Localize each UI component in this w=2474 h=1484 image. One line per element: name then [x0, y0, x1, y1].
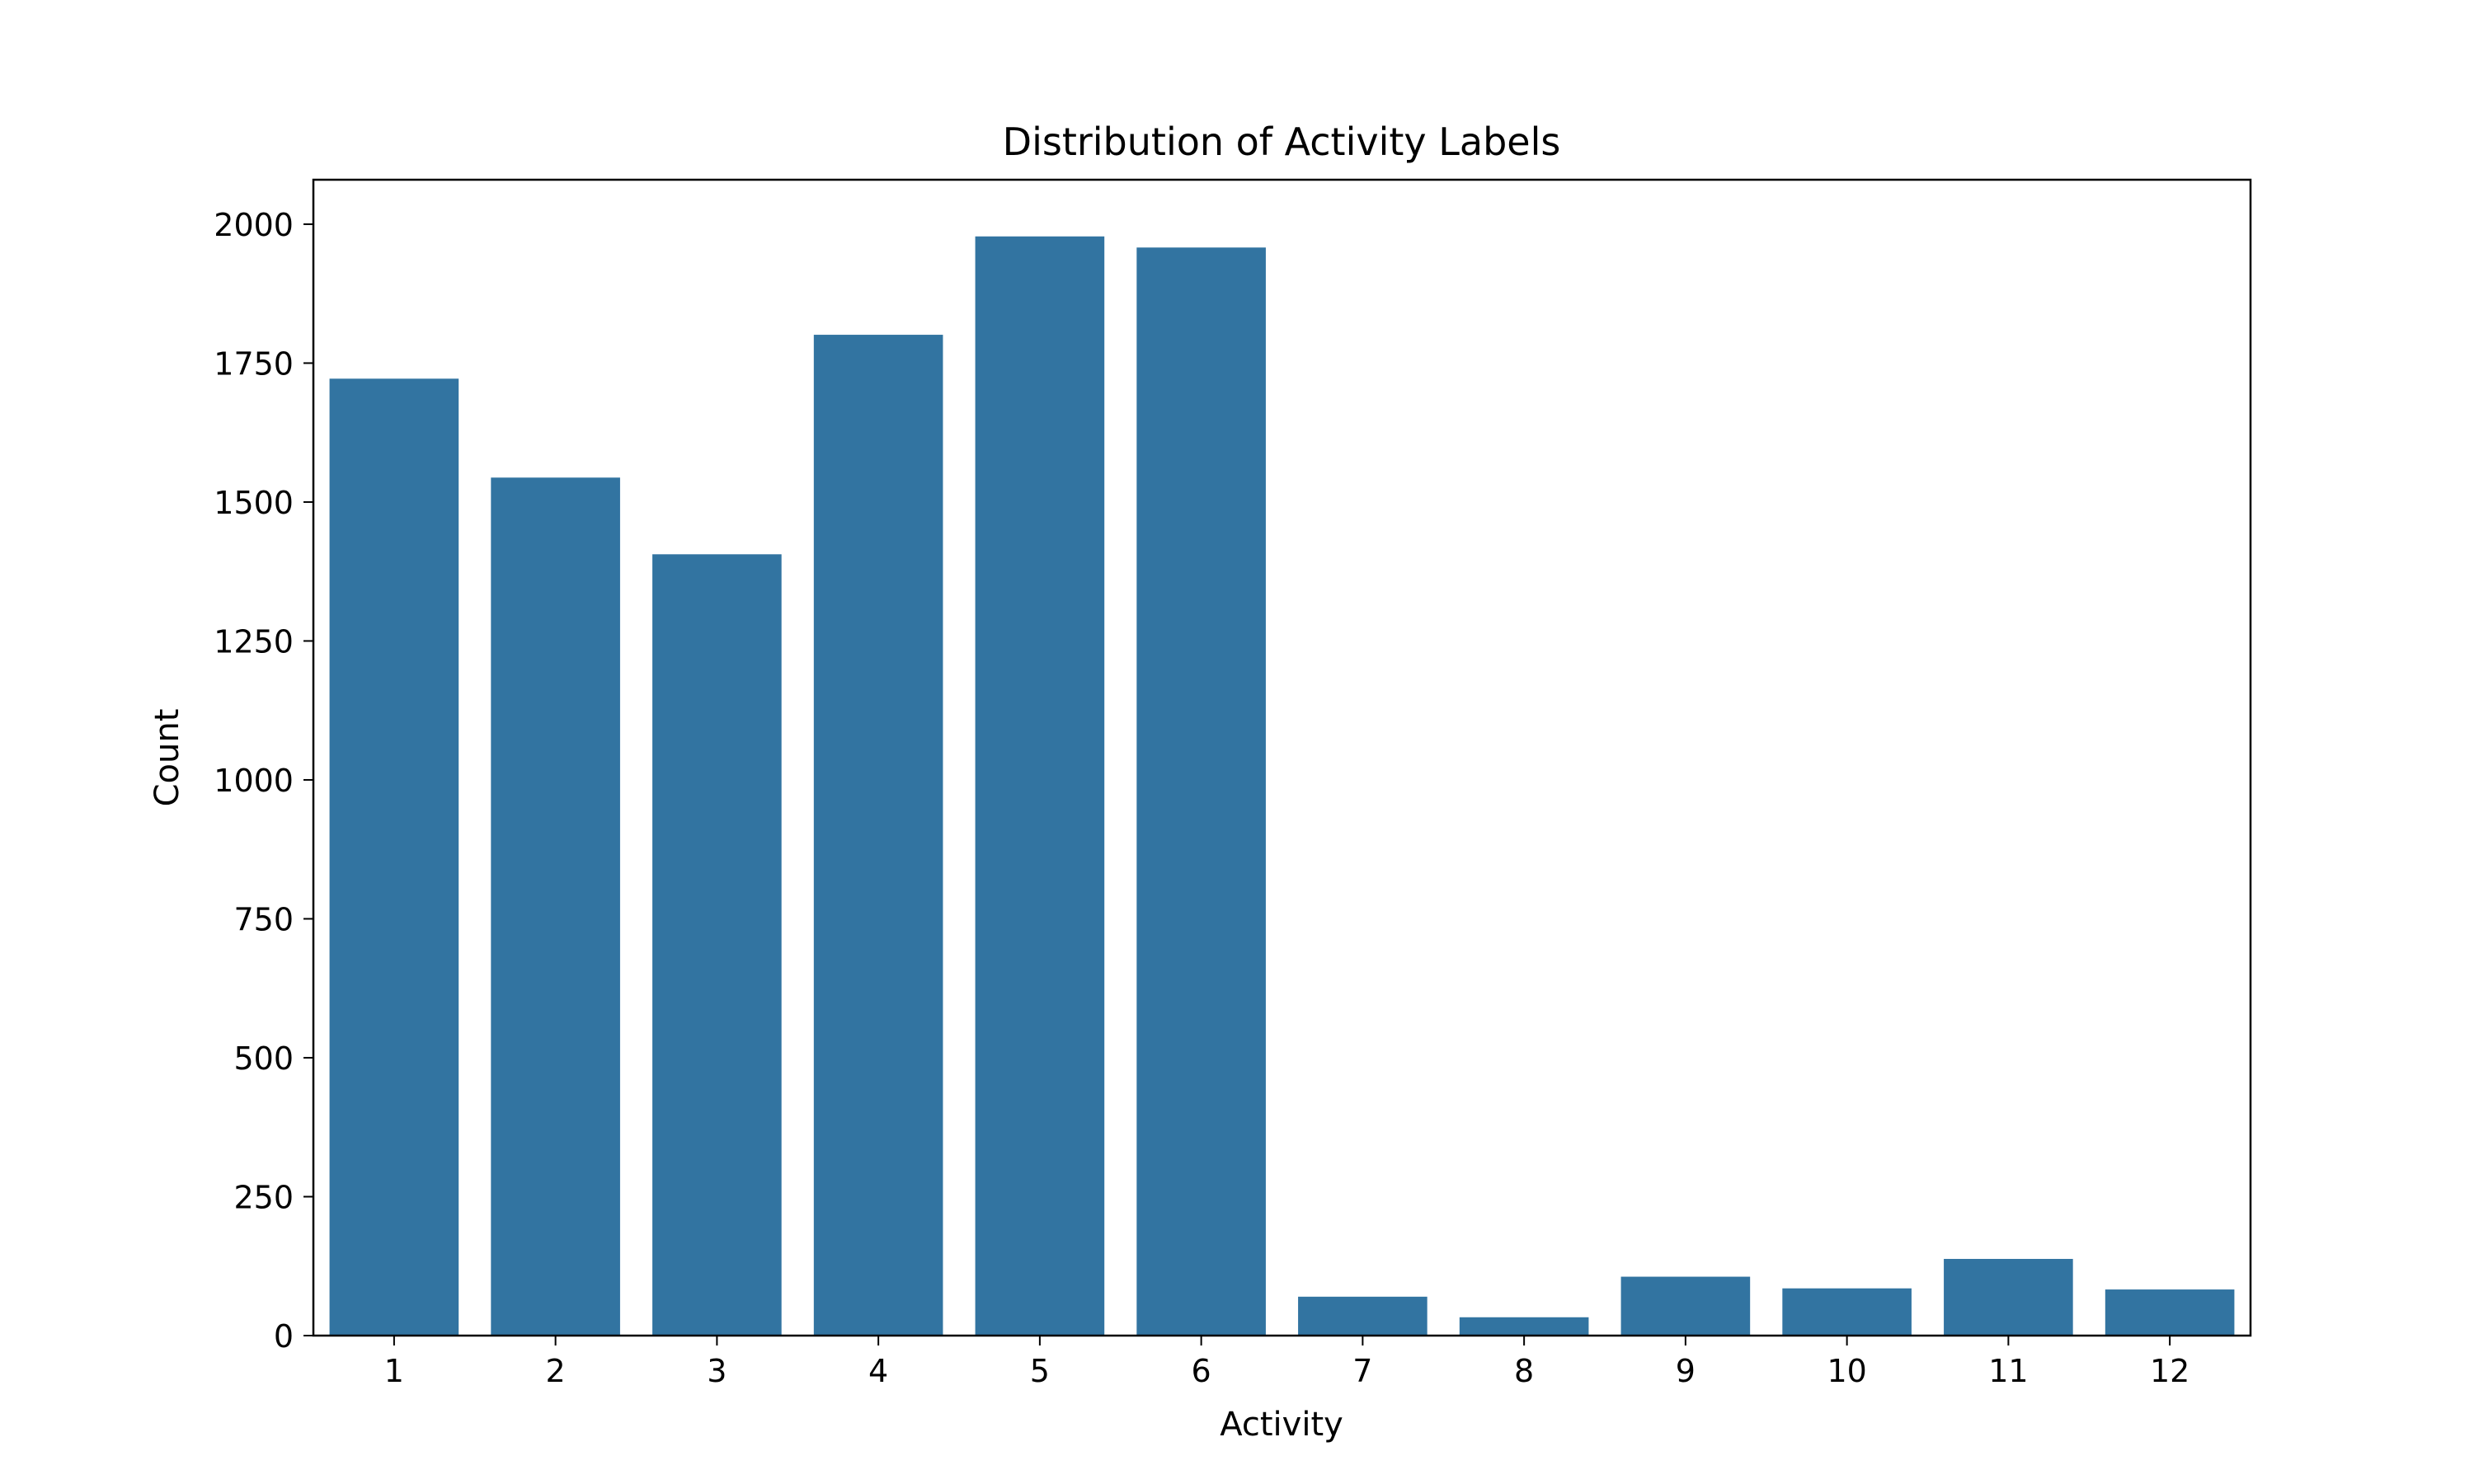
bar-11 [1944, 1258, 2073, 1336]
y-axis: 0 250 500 750 1000 1250 1500 1750 2000 [214, 207, 313, 1355]
chart-title: Distribution of Activity Labels [1003, 120, 1561, 164]
y-tick-label: 1250 [214, 623, 294, 660]
y-tick-label: 500 [233, 1040, 294, 1077]
bar-9 [1620, 1276, 1751, 1336]
y-tick-label: 1750 [214, 345, 294, 382]
x-tick-label: 7 [1352, 1353, 1372, 1389]
bar-1 [329, 378, 459, 1336]
x-tick-label: 8 [1514, 1353, 1534, 1389]
x-tick-label: 6 [1192, 1353, 1211, 1389]
x-tick-label: 5 [1030, 1353, 1050, 1389]
plot-area-frame [312, 178, 2252, 1337]
bar-5 [975, 236, 1105, 1336]
x-tick-label: 3 [707, 1353, 727, 1389]
x-tick-label: 11 [1988, 1353, 2028, 1389]
x-tick-label: 10 [1827, 1353, 1866, 1389]
bar-2 [491, 477, 620, 1336]
x-axis: 1 2 3 4 5 6 7 8 9 10 11 12 [384, 1336, 2189, 1389]
y-tick-label: 1000 [214, 763, 294, 799]
bar-12 [2105, 1289, 2235, 1336]
x-tick-label: 12 [2150, 1353, 2189, 1389]
x-axis-label: Activity [1220, 1406, 1343, 1444]
bar-series [329, 236, 2235, 1336]
y-tick-label: 0 [274, 1318, 294, 1355]
y-tick-label: 250 [233, 1179, 294, 1215]
bar-4 [813, 335, 943, 1336]
y-tick-label: 2000 [214, 207, 294, 243]
x-tick-label: 4 [868, 1353, 888, 1389]
bar-10 [1782, 1288, 1912, 1336]
bar-6 [1136, 247, 1266, 1336]
bar-3 [652, 554, 782, 1336]
bar-7 [1298, 1296, 1427, 1336]
bar-8 [1459, 1317, 1589, 1336]
y-tick-label: 1500 [214, 485, 294, 521]
x-tick-label: 1 [384, 1353, 404, 1389]
y-tick-label: 750 [233, 901, 294, 937]
x-tick-label: 2 [546, 1353, 566, 1389]
y-axis-label: Count [148, 709, 186, 807]
x-tick-label: 9 [1676, 1353, 1696, 1389]
